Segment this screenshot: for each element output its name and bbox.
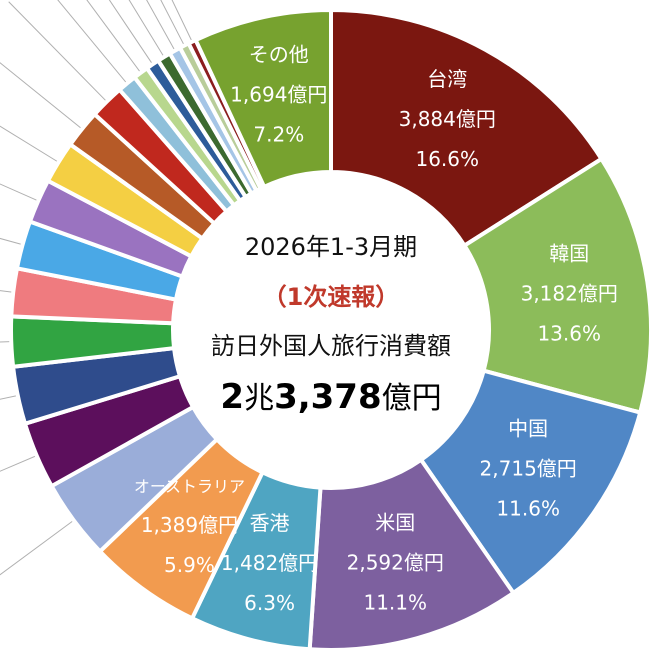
chart-title: 2026年1-3月期 xyxy=(245,233,417,261)
label-hongkong: 香港 1,482億円 6.3% xyxy=(221,511,318,615)
label-other: その他 1,694億円 7.2% xyxy=(230,43,327,147)
label-taiwan: 台湾 3,884億円 16.6% xyxy=(399,67,496,171)
label-value: 3,884億円 xyxy=(399,107,496,131)
label-name: 中国 xyxy=(508,417,548,441)
leader-lines xyxy=(0,0,196,576)
leader-line xyxy=(171,0,196,48)
slice-korea xyxy=(461,156,653,415)
label-korea: 韓国 3,182億円 13.6% xyxy=(521,242,618,346)
label-value: 3,182億円 xyxy=(521,282,618,306)
slice-labels: 台湾 3,884億円 16.6% 韓国 3,182億円 13.6% 中国 2,715億円 11.… xyxy=(134,43,618,615)
label-name: オーストラリア xyxy=(134,477,245,496)
label-australia: オーストラリア 1,389億円 5.9% xyxy=(134,477,245,577)
label-percent: 7.2% xyxy=(253,123,304,147)
total-unit2: 億円 xyxy=(382,381,442,416)
label-value: 1,694億円 xyxy=(230,83,327,107)
label-percent: 6.3% xyxy=(244,591,295,615)
label-percent: 11.1% xyxy=(363,590,427,614)
slice-taiwan xyxy=(329,7,605,249)
leader-line xyxy=(128,0,168,63)
center-block: 2026年1-3月期 （1次速報） 訪日外国人旅行消費額 2兆3,378億円 xyxy=(211,233,451,417)
center-label: 訪日外国人旅行消費額 xyxy=(211,332,451,360)
leader-line xyxy=(108,0,157,70)
label-percent: 5.9% xyxy=(164,553,215,577)
leader-line xyxy=(57,0,132,89)
label-china: 中国 2,715億円 11.6% xyxy=(480,417,577,521)
leader-line xyxy=(146,0,179,57)
slice-other xyxy=(193,7,333,190)
label-name: 香港 xyxy=(250,511,290,535)
label-usa: 米国 2,592億円 11.1% xyxy=(347,510,444,614)
chart-subtitle: （1次速報） xyxy=(263,283,400,311)
label-value: 2,715億円 xyxy=(480,457,577,481)
leader-line xyxy=(160,0,188,52)
leader-line xyxy=(86,0,145,78)
leader-line xyxy=(0,125,64,166)
label-name: 韓国 xyxy=(549,242,589,266)
label-name: 米国 xyxy=(375,510,415,534)
label-name: 台湾 xyxy=(427,67,467,91)
label-value: 2,592億円 xyxy=(347,550,444,574)
leader-line xyxy=(0,237,29,247)
total-amount: 2兆3,378億円 xyxy=(220,377,441,417)
leader-line xyxy=(0,62,88,134)
label-value: 1,482億円 xyxy=(221,551,318,575)
leader-line xyxy=(0,516,79,576)
total-unit1: 兆 xyxy=(244,381,274,416)
leader-line xyxy=(0,183,44,204)
leader-line xyxy=(8,1,112,107)
label-percent: 13.6% xyxy=(537,322,601,346)
label-percent: 11.6% xyxy=(496,497,560,521)
total-num2: 3,378 xyxy=(274,377,382,417)
label-name: その他 xyxy=(249,43,309,67)
label-percent: 16.6% xyxy=(415,147,479,171)
leader-line xyxy=(0,452,43,472)
total-num1: 2 xyxy=(220,377,244,417)
label-value: 1,389億円 xyxy=(141,513,238,537)
donut-slices xyxy=(9,7,653,652)
